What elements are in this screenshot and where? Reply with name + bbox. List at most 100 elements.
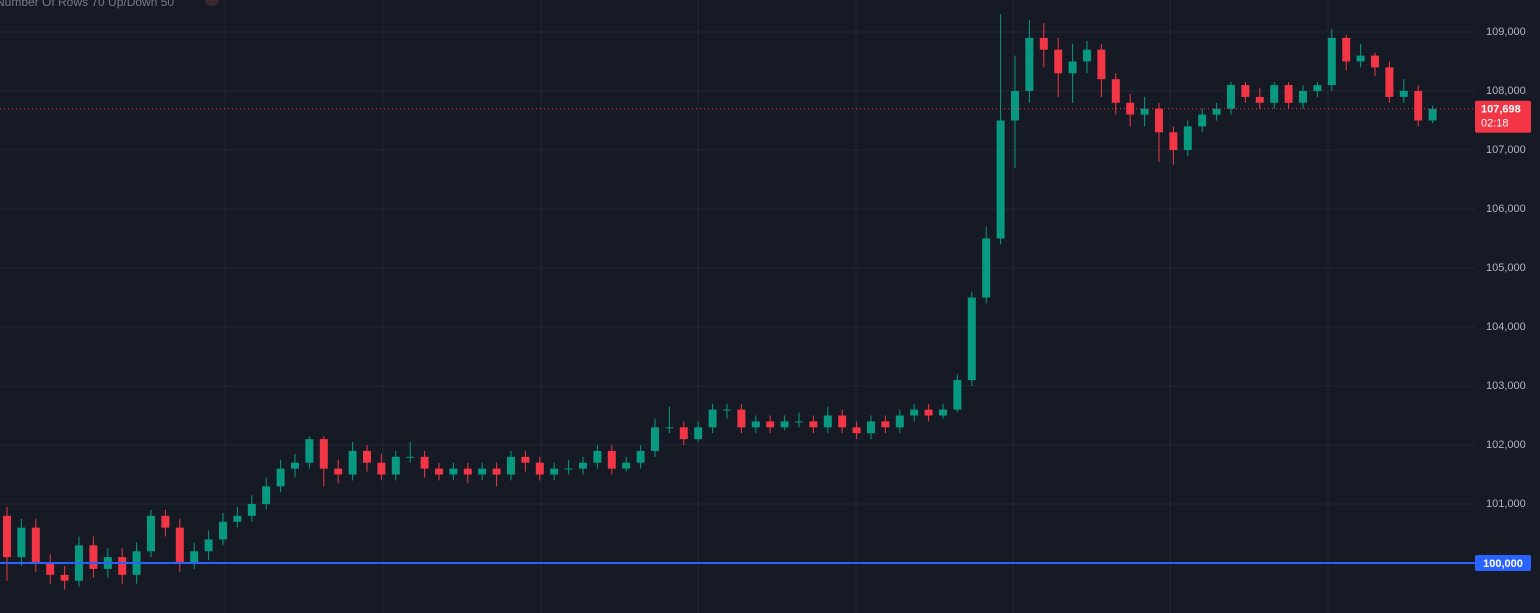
candle-body (492, 468, 501, 475)
candle-body (852, 427, 861, 434)
candle-body (723, 409, 731, 411)
candle-body (406, 456, 415, 458)
candle-body (31, 527, 40, 564)
candle-body (1169, 132, 1178, 150)
y-tick-label: 107,000 (1486, 144, 1526, 156)
candle-body (1385, 67, 1394, 97)
y-tick-label: 109,000 (1486, 26, 1526, 38)
candle-body (161, 515, 170, 528)
y-tick-label: 106,000 (1486, 203, 1526, 215)
candle-body (823, 415, 832, 428)
candle-body (1227, 85, 1235, 109)
candle-body (996, 120, 1005, 239)
candle-body (751, 421, 760, 428)
level-label-box (1475, 555, 1531, 572)
candle-body (1399, 90, 1408, 97)
candle-body (809, 421, 818, 428)
candle-body (391, 456, 400, 475)
candle-body (1083, 49, 1091, 62)
candle-body (1140, 108, 1149, 115)
candle-body (1414, 90, 1423, 121)
candle-body (1039, 37, 1048, 50)
candle-body (679, 427, 688, 440)
last-price-box (1475, 100, 1531, 133)
candle-body (521, 456, 530, 463)
candle-body (377, 462, 386, 475)
candle-body (1270, 85, 1279, 103)
candle-body (449, 468, 458, 475)
candle-body (3, 515, 11, 558)
indicator-icon[interactable] (205, 0, 219, 6)
candle-body (348, 450, 357, 475)
candle-body (363, 450, 371, 463)
candle-body (1327, 37, 1336, 86)
candle-body (895, 415, 904, 428)
candle-body (1097, 49, 1106, 80)
candle-body (982, 238, 991, 298)
y-tick-label: 108,000 (1486, 85, 1526, 97)
candle-body (17, 527, 26, 558)
candle-body (1356, 55, 1365, 62)
candle-body (1428, 108, 1437, 121)
candle-body (291, 462, 299, 469)
candle-body (319, 439, 328, 469)
candle-body (924, 409, 933, 416)
candle-body (478, 468, 487, 475)
candle-body (435, 468, 443, 475)
candle-body (795, 421, 803, 423)
candle-body (1155, 108, 1163, 133)
countdown-label: 02:18 (1481, 118, 1509, 130)
candle-body (838, 415, 847, 428)
candle-body (1198, 114, 1207, 127)
time-grid (224, 0, 1329, 613)
candle-body (1068, 61, 1077, 74)
candle-body (118, 557, 127, 575)
candle-body (147, 515, 155, 552)
candle-body (665, 427, 674, 429)
candle-body (1299, 90, 1307, 103)
candle-body (1011, 90, 1019, 121)
candle-body (564, 468, 573, 470)
indicator-title: Number Of Rows 70 Up/Down 50 (0, 0, 174, 9)
candle-body (247, 504, 256, 516)
candle-body (420, 456, 429, 469)
candle-body (1126, 102, 1135, 115)
candle-body (881, 421, 890, 428)
candle-body (607, 450, 616, 469)
candle-body (550, 468, 559, 475)
candle-body (579, 462, 587, 469)
candle-body (1241, 85, 1250, 97)
candle-body (1054, 49, 1063, 74)
candle-body (1212, 108, 1221, 115)
candle-body (622, 462, 631, 469)
candle-body (636, 450, 645, 463)
candle-body (60, 574, 69, 581)
candle-body (708, 409, 717, 428)
candle-body (334, 468, 343, 475)
candle-body (175, 527, 184, 564)
candle-body (953, 380, 962, 410)
candle-body (651, 427, 659, 451)
candle-body (593, 450, 602, 463)
y-tick-label: 105,000 (1486, 262, 1526, 274)
candle-body (939, 409, 947, 416)
last-price-label: 107,698 (1481, 104, 1521, 116)
candle-body (766, 421, 775, 428)
candle-body (967, 297, 976, 381)
y-tick-label: 104,000 (1486, 321, 1526, 333)
candle-body (1284, 85, 1293, 103)
candle-body (46, 563, 55, 575)
y-tick-label: 101,000 (1486, 498, 1526, 510)
candle-body (1255, 96, 1264, 103)
candle-body (1313, 85, 1322, 91)
candle-body (1025, 37, 1034, 91)
candle-body (737, 409, 746, 428)
y-tick-label: 102,000 (1486, 439, 1526, 451)
candle-body (1183, 126, 1192, 150)
candle-body (780, 421, 789, 428)
candle-body (1342, 37, 1351, 62)
candle-body (262, 486, 271, 505)
candle-body (1111, 79, 1120, 103)
candle-body (190, 551, 199, 564)
